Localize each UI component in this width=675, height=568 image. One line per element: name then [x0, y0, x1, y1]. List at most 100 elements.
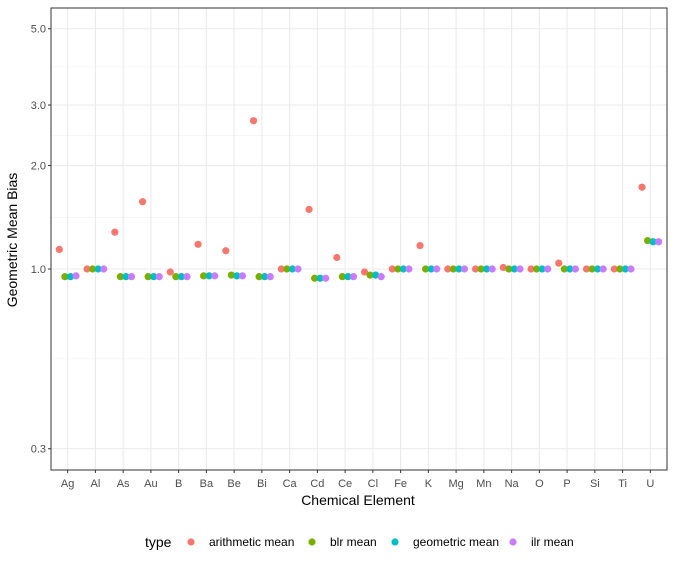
- panel-background: [51, 8, 667, 470]
- data-point: [532, 265, 541, 273]
- legend-item: arithmetic mean: [187, 535, 294, 549]
- data-point: [144, 273, 152, 281]
- data-point: [127, 273, 136, 281]
- x-tick-label: Fe: [394, 478, 407, 490]
- data-point: [249, 117, 258, 125]
- x-tick-label: Cd: [310, 478, 324, 490]
- x-tick-label: Mg: [448, 478, 463, 490]
- data-point: [266, 273, 274, 281]
- data-point: [627, 265, 635, 273]
- data-point: [488, 265, 496, 273]
- y-tick-label: 2.0: [31, 161, 46, 173]
- legend-item: ilr mean: [509, 535, 574, 549]
- data-point: [566, 265, 574, 273]
- data-point: [349, 273, 358, 281]
- data-point: [421, 265, 430, 273]
- x-tick-label: Ag: [61, 478, 74, 490]
- data-point: [649, 238, 657, 246]
- data-point: [238, 272, 247, 280]
- data-point: [322, 274, 330, 282]
- data-point: [449, 265, 457, 273]
- panel-frame: [50, 7, 668, 471]
- data-point: [83, 265, 91, 273]
- data-point: [377, 273, 385, 281]
- x-axis-title: Chemical Element: [301, 492, 415, 508]
- y-tick-label: 5.0: [31, 24, 46, 36]
- y-tick-label: 3.0: [31, 100, 46, 112]
- data-point: [571, 265, 580, 273]
- x-tick-label: O: [535, 478, 544, 490]
- data-point: [166, 268, 174, 276]
- data-points: [55, 117, 663, 282]
- y-tick-label: 0.3: [31, 444, 46, 456]
- data-point: [233, 272, 241, 280]
- data-point: [94, 265, 102, 273]
- data-point: [516, 265, 524, 273]
- data-point: [621, 265, 629, 273]
- data-point: [305, 205, 313, 214]
- x-tick-label: Ba: [200, 478, 214, 490]
- data-point: [594, 265, 602, 273]
- panel-border: [50, 7, 668, 471]
- data-point: [211, 272, 219, 280]
- data-point: [89, 265, 97, 273]
- x-tick-label: Ca: [283, 478, 298, 490]
- data-point: [366, 271, 374, 279]
- x-tick-label: K: [425, 478, 433, 490]
- data-point: [360, 268, 369, 276]
- data-point: [333, 253, 341, 262]
- data-point: [116, 273, 124, 281]
- legend-label: ilr mean: [531, 535, 574, 549]
- data-point: [427, 265, 435, 273]
- x-tick-label: Au: [144, 478, 157, 490]
- data-point: [311, 274, 319, 282]
- data-point: [316, 274, 324, 282]
- grid: [51, 8, 667, 470]
- data-point: [155, 273, 163, 281]
- legend-title: type: [145, 534, 172, 550]
- data-point: [283, 265, 291, 273]
- x-tick-label: Cl: [368, 478, 378, 490]
- data-point: [122, 273, 130, 281]
- data-point: [510, 265, 518, 273]
- data-point: [505, 265, 513, 273]
- x-tick-label: Na: [505, 478, 520, 490]
- data-point: [61, 273, 69, 281]
- legend-item: geometric mean: [391, 535, 499, 549]
- data-point: [222, 247, 230, 255]
- data-point: [433, 265, 441, 273]
- x-tick-label: Al: [91, 478, 101, 490]
- data-point: [483, 265, 491, 273]
- data-point: [399, 265, 407, 273]
- data-point: [416, 241, 424, 250]
- data-point: [194, 240, 202, 248]
- data-point: [55, 245, 63, 254]
- data-point: [294, 265, 302, 273]
- data-point: [66, 273, 75, 281]
- x-tick-label: Be: [227, 478, 240, 490]
- data-point: [72, 272, 80, 280]
- x-tick-label: As: [117, 478, 130, 490]
- data-point: [460, 265, 469, 273]
- data-point: [338, 273, 346, 281]
- data-point: [643, 236, 652, 245]
- data-point: [150, 273, 158, 281]
- data-point: [100, 265, 108, 273]
- data-point: [111, 228, 119, 236]
- legend: type arithmetic mean blr mean geometric me…: [145, 534, 574, 550]
- data-point: [588, 265, 596, 273]
- data-point: [477, 265, 485, 273]
- x-tick-label: Bi: [257, 478, 267, 490]
- legend-item: blr mean: [308, 535, 377, 549]
- data-point: [277, 265, 285, 273]
- data-point: [471, 265, 480, 273]
- data-point: [616, 265, 624, 273]
- data-point: [138, 198, 147, 206]
- x-tick-label: Ti: [618, 478, 627, 490]
- data-point: [205, 272, 213, 280]
- data-point: [405, 265, 413, 273]
- data-point: [288, 265, 297, 273]
- x-tick-label: U: [646, 478, 654, 490]
- data-point: [555, 259, 563, 267]
